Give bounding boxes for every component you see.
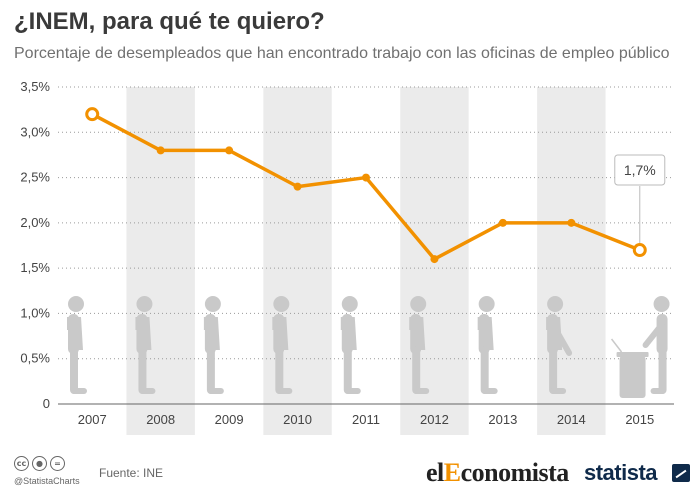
data-point — [293, 182, 302, 191]
data-point — [567, 218, 576, 227]
y-tick-label: 2,5% — [20, 170, 50, 185]
person-figure — [135, 296, 156, 394]
person-figure — [477, 296, 498, 394]
statista-mark-icon — [672, 464, 690, 482]
by-icon: ● — [32, 456, 47, 471]
data-point — [430, 255, 439, 264]
line-chart: 0 0,5% 1,0% 1,5% 2,0% 2,5% 3,0% 3,5% 2007 2008 200… — [20, 79, 674, 435]
data-point — [498, 218, 507, 227]
x-tick-label: 2012 — [420, 412, 449, 427]
person-figure — [67, 296, 87, 394]
data-point — [362, 173, 370, 182]
source-note: Fuente: INE — [99, 466, 164, 480]
person-figure — [203, 296, 224, 394]
y-tick-label: 3,5% — [20, 79, 50, 94]
license-icons: cc ● = — [14, 456, 65, 471]
chart-title: ¿INEM, para qué te quiero? — [14, 8, 325, 35]
x-tick-label: 2008 — [146, 412, 175, 427]
x-tick-label: 2014 — [557, 412, 586, 427]
x-tick-label: 2013 — [488, 412, 517, 427]
data-point — [156, 146, 165, 155]
nd-icon: = — [50, 456, 65, 471]
eleconomista-logo: elEconomista — [426, 458, 569, 488]
logo-el: el — [426, 458, 444, 487]
callout-box — [614, 154, 666, 186]
x-tick-label: 2010 — [283, 412, 312, 427]
data-point-highlight — [85, 107, 100, 122]
person-figure — [546, 296, 573, 394]
y-tick-label: 1,5% — [20, 260, 50, 275]
callout-label: 1,7% — [624, 162, 656, 178]
year-band — [263, 87, 332, 435]
statista-logo: statista — [584, 460, 658, 485]
chart-subtitle: Porcentaje de desempleados que han encon… — [14, 45, 670, 62]
data-point-highlight — [632, 243, 647, 258]
logo-e: E — [443, 458, 461, 487]
person-figure — [409, 296, 430, 394]
year-band — [126, 87, 195, 435]
cc-icon: cc — [14, 456, 29, 471]
logo-conomista: conomista — [460, 458, 570, 487]
statista-handle: @StatistaCharts — [14, 476, 80, 486]
person-figure — [340, 296, 361, 394]
year-band — [537, 87, 606, 435]
y-tick-label: 3,0% — [20, 124, 50, 139]
data-point — [225, 146, 234, 155]
x-tick-label: 2009 — [215, 412, 244, 427]
y-tick-label: 0,5% — [20, 351, 50, 366]
y-tick-label: 1,0% — [20, 305, 50, 320]
x-tick-label: 2015 — [625, 412, 654, 427]
x-tick-label: 2011 — [352, 412, 380, 427]
office-desk-figure — [610, 296, 670, 398]
person-figure — [272, 296, 293, 394]
y-tick-label: 0 — [43, 396, 50, 411]
x-tick-label: 2007 — [78, 412, 107, 427]
y-tick-label: 2,0% — [20, 215, 50, 230]
